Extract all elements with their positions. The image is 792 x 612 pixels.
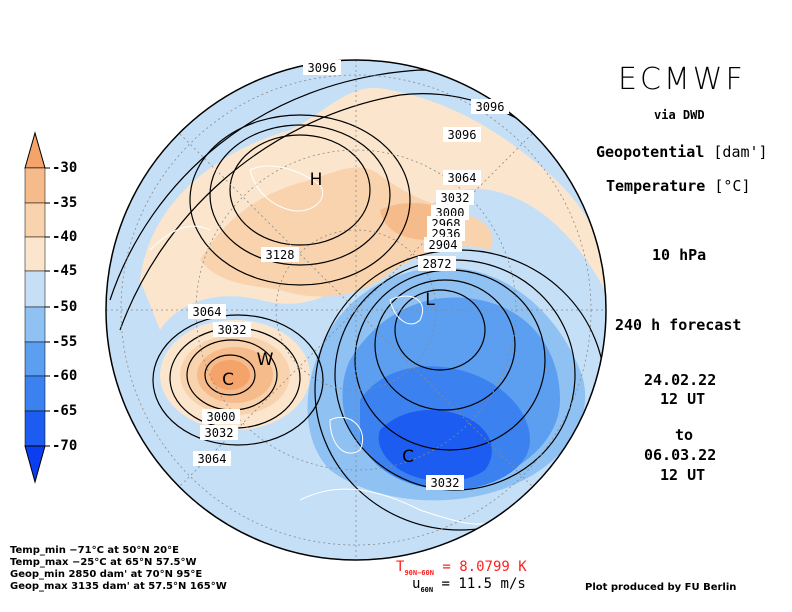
contour-label: 3096 (471, 99, 509, 114)
contour-label: 2904 (424, 237, 462, 252)
source-label: via DWD (654, 108, 705, 122)
temp-max-stat: Temp_max −25°C at 65°N 57.5°W (10, 557, 197, 568)
warm-marker: W (257, 350, 274, 370)
zonal-wind: u60N = 11.5 m/s (412, 576, 526, 594)
svg-text:3096: 3096 (308, 61, 337, 75)
colorbar-tick: -55 (52, 334, 78, 350)
svg-text:2904: 2904 (429, 238, 458, 252)
svg-text:3032: 3032 (431, 476, 460, 490)
svg-text:3032: 3032 (218, 323, 247, 337)
to-label: to (675, 426, 694, 444)
contour-label: 3064 (443, 170, 481, 185)
colorbar-tick: -40 (52, 229, 78, 245)
contour-label: 3064 (193, 451, 231, 466)
colorbar-segment (24, 270, 46, 308)
svg-text:3032: 3032 (441, 191, 470, 205)
geop-max-stat: Geop_max 3135 dam' at 57.5°N 165°W (10, 581, 227, 592)
cold-marker: C (402, 447, 414, 467)
contour-label-group: 3096 3096 3096 3064 3032 3000 2968 2936 … (188, 60, 509, 490)
contour-label: 3032 (200, 425, 238, 440)
svg-text:3064: 3064 (193, 305, 222, 319)
cold-vortex-core (378, 410, 492, 482)
svg-text:2872: 2872 (423, 257, 452, 271)
init-date: 24.02.22 (644, 371, 717, 389)
svg-text:3064: 3064 (448, 171, 477, 185)
cold-marker: C (222, 370, 234, 390)
svg-text:3032: 3032 (205, 426, 234, 440)
contour-label: 3032 (213, 322, 251, 337)
valid-date: 06.03.22 (644, 446, 717, 464)
svg-text:3128: 3128 (266, 248, 295, 262)
colorbar-top-arrow (24, 131, 46, 169)
contour-label: 2872 (418, 256, 456, 271)
credit-text: Plot produced by FU Berlin (585, 582, 737, 593)
svg-text:3000: 3000 (207, 410, 236, 424)
contour-label: 3000 (202, 409, 240, 424)
colorbar (24, 131, 50, 484)
contour-label: 3032 (426, 475, 464, 490)
temperature-difference: T90N−60N = 8.0799 K (396, 559, 527, 577)
colorbar-segment (24, 341, 46, 377)
high-marker: H (310, 170, 323, 190)
svg-text:3096: 3096 (448, 128, 477, 142)
contour-label: 3096 (303, 60, 341, 75)
valid-time: 12 UT (660, 466, 706, 484)
colorbar-segment (24, 167, 46, 204)
pressure-markers: H L W C C (222, 170, 435, 467)
init-time: 12 UT (660, 390, 706, 408)
contour-label: 3032 (436, 190, 474, 205)
coastlines (149, 165, 501, 525)
colorbar-tick: -30 (52, 160, 78, 176)
map-border (105, 59, 607, 561)
colorbar-segment (24, 202, 46, 238)
field2-label: Temperature [°C] (606, 177, 751, 195)
model-title: ECMWF (618, 62, 746, 97)
low-marker: L (425, 290, 435, 310)
colorbar-tick: -70 (52, 438, 78, 454)
temp-min-stat: Temp_min −71°C at 50°N 20°E (10, 545, 179, 556)
colorbar-segment (24, 236, 46, 272)
graticule (106, 60, 606, 560)
colorbar-tick: -35 (52, 195, 78, 211)
contour-label: 3128 (261, 247, 299, 262)
colorbar-tick: -50 (52, 299, 78, 315)
svg-text:3064: 3064 (198, 452, 227, 466)
colorbar-segment (24, 375, 46, 412)
field1-label: Geopotential [dam'] (596, 143, 768, 161)
colorbar-tick: -45 (52, 263, 78, 279)
contour-label: 3096 (443, 127, 481, 142)
pressure-level: 10 hPa (652, 246, 707, 264)
forecast-range: 240 h forecast (615, 316, 742, 334)
colorbar-bottom-arrow (24, 445, 46, 484)
svg-text:3096: 3096 (476, 100, 505, 114)
warm-vortex-core (210, 360, 250, 390)
colorbar-tick: -60 (52, 368, 78, 384)
contour-label: 3064 (188, 304, 226, 319)
colorbar-segment (24, 410, 46, 447)
colorbar-tick: -65 (52, 403, 78, 419)
geop-min-stat: Geop_min 2850 dam' at 70°N 95°E (10, 569, 203, 580)
colorbar-segment (24, 306, 46, 343)
